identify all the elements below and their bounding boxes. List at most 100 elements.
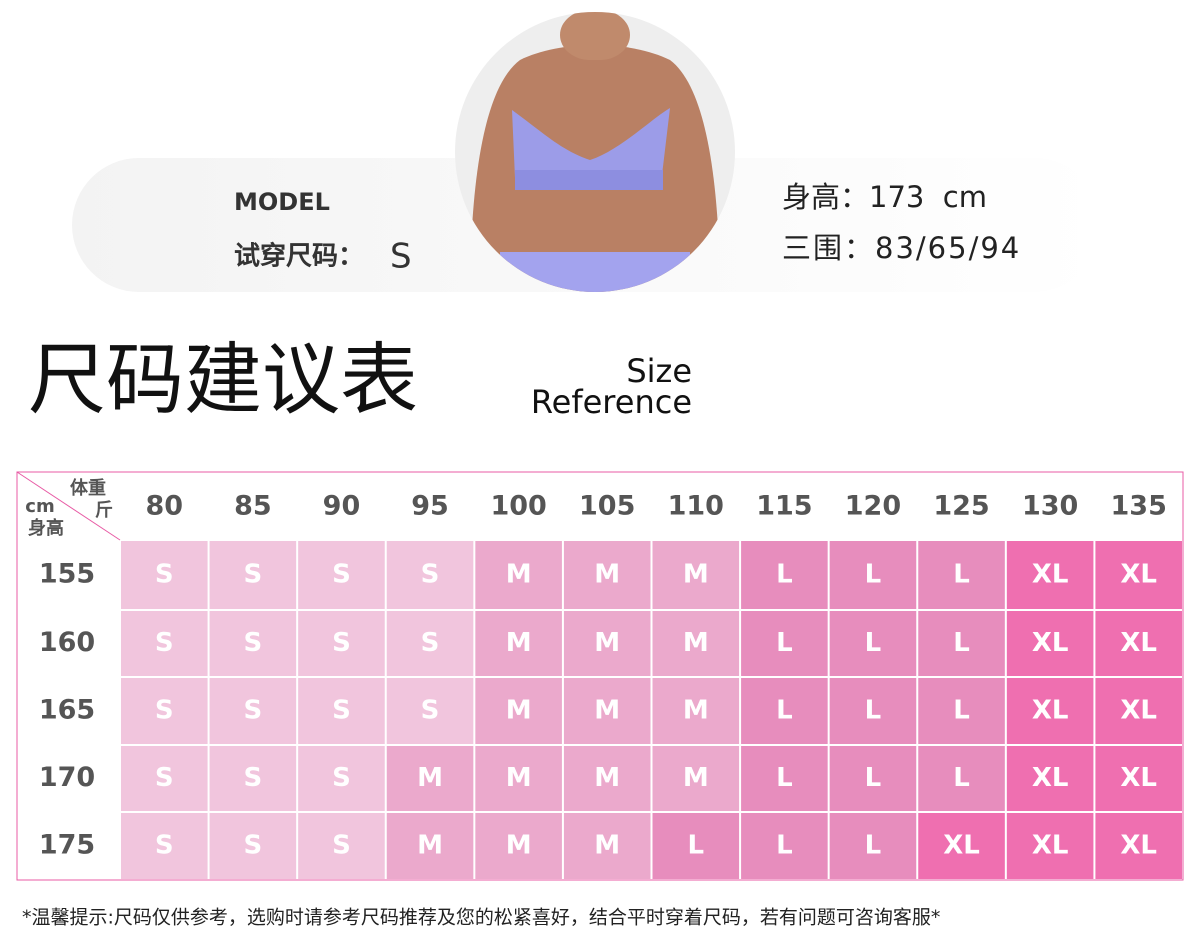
- column-header: 125: [933, 491, 989, 522]
- row-header: 175: [39, 830, 95, 861]
- size-cell: [652, 678, 740, 744]
- size-value: XL: [1032, 831, 1069, 861]
- table-border: [16, 471, 1184, 881]
- size-value: XL: [1032, 560, 1069, 590]
- size-value: S: [332, 763, 351, 793]
- size-value: L: [953, 560, 970, 590]
- column-header: 95: [411, 491, 449, 522]
- size-cell: [918, 813, 1005, 879]
- size-cell: [652, 746, 740, 811]
- size-value: S: [332, 696, 351, 726]
- size-value: L: [776, 628, 793, 658]
- size-cell: [298, 678, 385, 744]
- size-cell: [1095, 678, 1182, 744]
- size-cell: [652, 813, 740, 879]
- chart-title: 尺码建议表: [28, 335, 418, 425]
- size-value: S: [155, 560, 174, 590]
- size-value: XL: [1120, 628, 1157, 658]
- row-header: 170: [39, 762, 95, 793]
- footnote: *温馨提示:尺码仅供参考，选购时请参考尺码推荐及您的松紧喜好，结合平时穿着尺码，…: [22, 907, 940, 929]
- size-cell: [563, 611, 651, 676]
- size-value: L: [865, 628, 882, 658]
- size-cell: [298, 611, 385, 676]
- size-value: M: [506, 831, 532, 861]
- size-value: S: [155, 696, 174, 726]
- size-cell: [918, 746, 1005, 811]
- size-cell: [475, 611, 562, 676]
- size-cell: [121, 746, 208, 811]
- size-cell: [563, 746, 651, 811]
- size-cell: [121, 541, 208, 609]
- size-cell: [918, 611, 1005, 676]
- size-cell: [563, 678, 651, 744]
- size-value: XL: [1032, 763, 1069, 793]
- size-value: L: [865, 696, 882, 726]
- size-cell: [1095, 746, 1182, 811]
- column-header: 110: [668, 491, 724, 522]
- size-cell: [1095, 541, 1182, 609]
- size-value: S: [421, 628, 440, 658]
- size-cell: [386, 813, 474, 879]
- size-cell: [209, 541, 297, 609]
- size-cell: [298, 746, 385, 811]
- size-table: 体重 斤 cm 身高 80 85 90 95 100 105 110 115 120 125 130…: [16, 471, 1182, 879]
- size-value: M: [594, 696, 620, 726]
- size-value: S: [155, 831, 174, 861]
- size-value: M: [594, 628, 620, 658]
- size-cell: [386, 611, 474, 676]
- size-value: L: [865, 763, 882, 793]
- size-cell: [741, 611, 828, 676]
- size-value: L: [776, 763, 793, 793]
- size-cell: [121, 678, 208, 744]
- size-cell: [741, 678, 828, 744]
- row-header: 155: [39, 559, 95, 590]
- size-value: L: [688, 831, 705, 861]
- size-cell: [1095, 813, 1182, 879]
- size-value: L: [776, 831, 793, 861]
- corner-label: cm: [25, 496, 54, 517]
- column-header: 100: [490, 491, 546, 522]
- size-value: S: [244, 763, 263, 793]
- size-cell: [1006, 541, 1094, 609]
- size-value: M: [506, 560, 532, 590]
- size-value: L: [953, 696, 970, 726]
- subtitle: Reference: [531, 383, 692, 421]
- size-cell: [563, 813, 651, 879]
- size-value: M: [417, 763, 443, 793]
- size-value: S: [332, 560, 351, 590]
- size-cell: [1006, 678, 1094, 744]
- size-cell: [1006, 813, 1094, 879]
- size-value: M: [594, 560, 620, 590]
- corner-label: 斤: [95, 500, 113, 521]
- size-value: M: [594, 831, 620, 861]
- size-value: M: [683, 696, 709, 726]
- size-cell: [829, 611, 917, 676]
- size-value: M: [594, 763, 620, 793]
- size-value: S: [244, 696, 263, 726]
- size-cell: [1006, 611, 1094, 676]
- size-cell: [121, 813, 208, 879]
- size-value: XL: [1120, 831, 1157, 861]
- size-value: XL: [1032, 628, 1069, 658]
- size-value: S: [244, 560, 263, 590]
- size-cell: [475, 678, 562, 744]
- size-cell: [1095, 611, 1182, 676]
- corner-label: 体重: [70, 477, 106, 499]
- size-cell: [652, 541, 740, 609]
- size-value: M: [683, 628, 709, 658]
- size-value: S: [332, 628, 351, 658]
- size-value: L: [865, 560, 882, 590]
- size-cell: [829, 678, 917, 744]
- size-cell: [386, 678, 474, 744]
- size-cell: [209, 813, 297, 879]
- size-cell: [475, 746, 562, 811]
- column-header: 90: [323, 491, 361, 522]
- size-cell: [829, 541, 917, 609]
- size-cell: [209, 611, 297, 676]
- size-value: XL: [943, 831, 980, 861]
- size-cell: [209, 678, 297, 744]
- size-value: L: [953, 628, 970, 658]
- size-cell: [475, 813, 562, 879]
- size-cell: [918, 541, 1005, 609]
